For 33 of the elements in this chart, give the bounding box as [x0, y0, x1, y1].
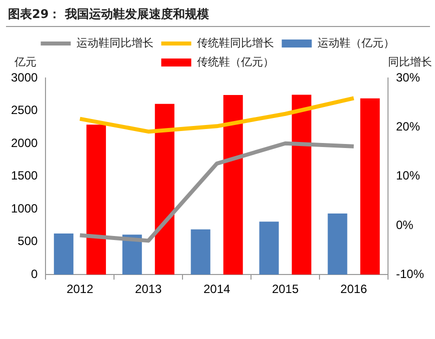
legend-label: 传统鞋（亿元） [196, 55, 274, 68]
y-tick-label: 2000 [10, 136, 38, 150]
bar [292, 94, 312, 275]
bar [223, 95, 243, 275]
legend-label: 运动鞋（亿元） [317, 36, 394, 50]
y2-tick-label: 30% [396, 70, 420, 84]
bar [154, 104, 174, 275]
y2-axis-title: 同比增长 [388, 55, 432, 68]
x-tick-label: 2013 [135, 282, 162, 296]
y-tick-label: 0 [31, 266, 38, 281]
y2-tick-label: 0% [396, 218, 414, 232]
y2-tick-label: 20% [396, 119, 420, 134]
chart-title: 图表29： 我国运动鞋发展速度和规模 [8, 6, 209, 23]
x-tick-label: 2012 [66, 282, 94, 296]
y-tick-label: 500 [18, 234, 38, 248]
y-axis-title: 亿元 [14, 55, 37, 68]
x-tick-label: 2014 [203, 282, 231, 296]
bar [360, 98, 380, 275]
x-tick-label: 2015 [272, 282, 299, 296]
x-tick-label: 2016 [340, 282, 368, 296]
y2-tick-label: 10% [396, 168, 420, 183]
y-tick-label: 1500 [10, 168, 38, 183]
bar [190, 229, 210, 275]
bar [259, 222, 279, 275]
legend-label: 运动鞋同比增长 [76, 36, 154, 50]
y-tick-label: 2500 [10, 103, 38, 118]
bar [328, 214, 348, 275]
y-tick-label: 1000 [10, 201, 38, 216]
bar [86, 124, 106, 275]
legend-label: 传统鞋同比增长 [196, 36, 274, 50]
y2-tick-label: -10% [396, 266, 424, 281]
bar [54, 234, 74, 275]
y-tick-label: 3000 [10, 70, 38, 84]
